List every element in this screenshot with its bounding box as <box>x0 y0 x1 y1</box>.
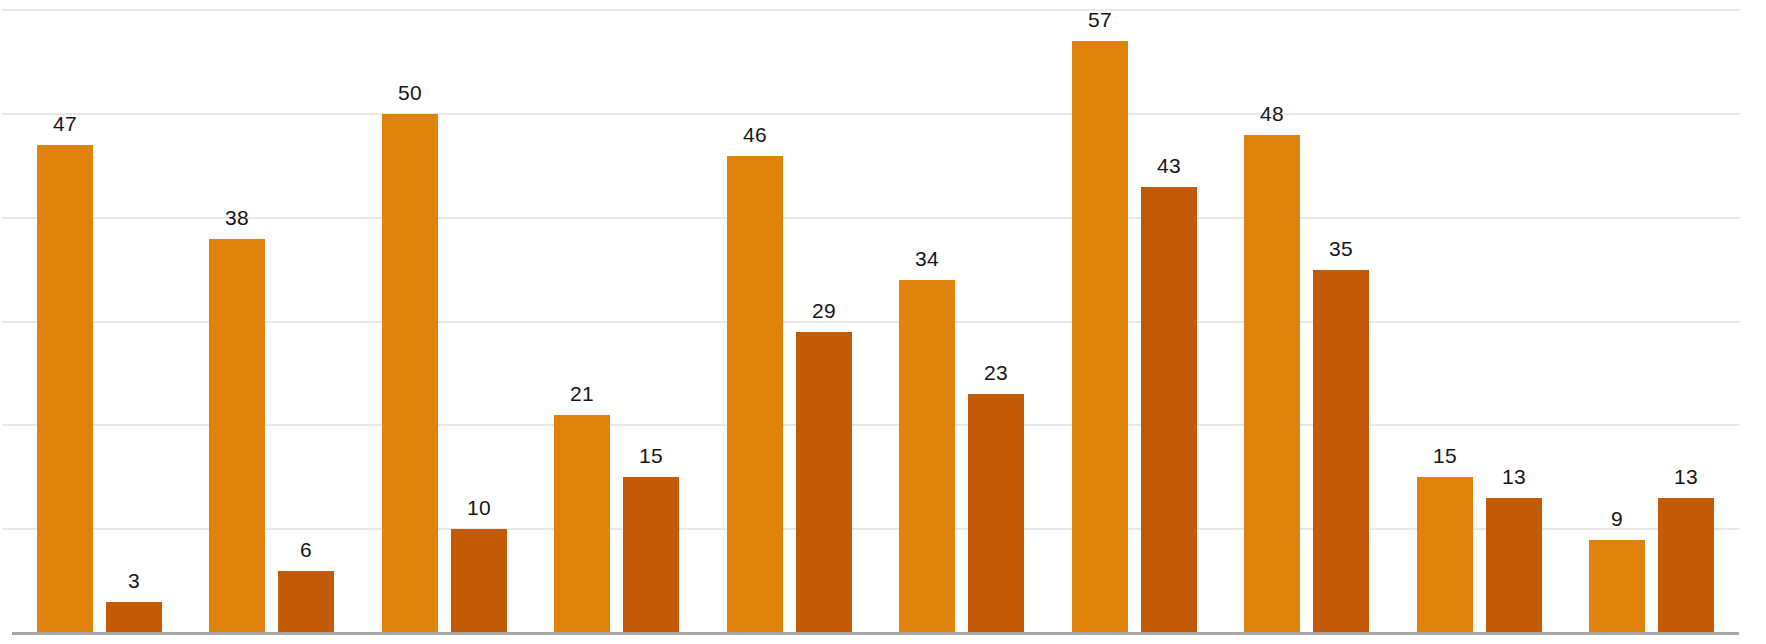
bar-value-label: 35 <box>1296 236 1386 262</box>
bar <box>382 114 438 633</box>
bar-value-label: 13 <box>1641 464 1731 490</box>
bar-value-label: 13 <box>1469 464 1559 490</box>
plot-area: 4733865010211546293423574348351513913 <box>0 0 1766 644</box>
x-axis-line <box>12 632 1739 635</box>
bar <box>796 332 852 633</box>
bar-value-label: 38 <box>192 205 282 231</box>
bar <box>106 602 162 633</box>
bar <box>278 571 334 633</box>
bar-value-label: 15 <box>606 443 696 469</box>
bar-chart: 4733865010211546293423574348351513913 <box>0 0 1766 644</box>
bar <box>554 415 610 633</box>
bar <box>209 239 265 633</box>
bar-value-label: 50 <box>365 80 455 106</box>
bar-value-label: 43 <box>1124 153 1214 179</box>
bar-value-label: 48 <box>1227 101 1317 127</box>
bar <box>623 477 679 633</box>
bar <box>1244 135 1300 633</box>
bar <box>1313 270 1369 633</box>
bar-value-label: 6 <box>261 537 351 563</box>
bar <box>1486 498 1542 633</box>
bar-value-label: 21 <box>537 381 627 407</box>
bar <box>1658 498 1714 633</box>
bar <box>727 156 783 633</box>
bar <box>1141 187 1197 633</box>
bar <box>899 280 955 633</box>
bar <box>1589 540 1645 633</box>
bar-value-label: 3 <box>89 568 179 594</box>
bar-value-label: 29 <box>779 298 869 324</box>
bar-value-label: 57 <box>1055 7 1145 33</box>
bar <box>1072 41 1128 633</box>
bar <box>1417 477 1473 633</box>
bar-value-label: 23 <box>951 360 1041 386</box>
bar-value-label: 9 <box>1572 506 1662 532</box>
bar-value-label: 46 <box>710 122 800 148</box>
bar-value-label: 10 <box>434 495 524 521</box>
gridline <box>2 9 1740 11</box>
bar <box>451 529 507 633</box>
bar <box>968 394 1024 633</box>
gridline <box>2 113 1740 115</box>
bar-value-label: 47 <box>20 111 110 137</box>
bar <box>37 145 93 633</box>
bar-value-label: 34 <box>882 246 972 272</box>
